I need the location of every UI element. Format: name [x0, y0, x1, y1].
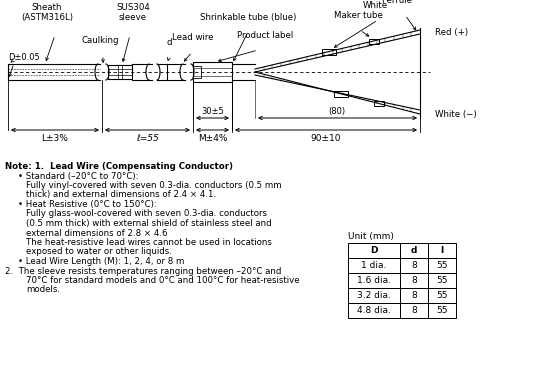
Text: 8: 8 — [411, 261, 417, 270]
Text: Lead wire: Lead wire — [172, 33, 214, 42]
Text: Note: 1.  Lead Wire (Compensating Conductor): Note: 1. Lead Wire (Compensating Conduct… — [5, 162, 233, 171]
Bar — [334, 91, 348, 97]
Text: White: White — [363, 1, 387, 10]
Text: White (−): White (−) — [435, 109, 477, 119]
Text: Product label: Product label — [237, 31, 293, 40]
Text: The heat-resistive lead wires cannot be used in locations: The heat-resistive lead wires cannot be … — [26, 238, 272, 247]
Text: 55: 55 — [436, 306, 448, 315]
Text: 8: 8 — [411, 276, 417, 285]
Text: (80): (80) — [328, 107, 345, 116]
Bar — [348, 258, 400, 273]
Bar — [322, 49, 336, 55]
Text: external dimensions of 2.8 × 4.6: external dimensions of 2.8 × 4.6 — [26, 228, 168, 238]
Text: Caulking: Caulking — [81, 36, 119, 45]
Text: 2.  The sleeve resists temperatures ranging between –20°C and: 2. The sleeve resists temperatures rangi… — [5, 266, 282, 276]
Text: 8: 8 — [411, 306, 417, 315]
Text: (0.5 mm thick) with external shield of stainless steel and: (0.5 mm thick) with external shield of s… — [26, 219, 272, 228]
Text: models.: models. — [26, 285, 60, 294]
Bar — [428, 303, 456, 318]
Bar — [400, 258, 428, 273]
Text: 30±5: 30±5 — [202, 107, 224, 116]
Text: • Standard (–20°C to 70°C):: • Standard (–20°C to 70°C): — [18, 171, 138, 180]
Text: M±4%: M±4% — [198, 134, 228, 143]
Text: 4.8 dia.: 4.8 dia. — [357, 306, 391, 315]
Text: 55: 55 — [436, 291, 448, 300]
Text: L±3%: L±3% — [41, 134, 68, 143]
Bar — [428, 288, 456, 303]
Bar — [108, 65, 132, 79]
Text: SUS304
sleeve: SUS304 sleeve — [116, 3, 150, 22]
Text: d: d — [166, 38, 172, 47]
Text: 90±10: 90±10 — [311, 134, 341, 143]
Text: d: d — [411, 246, 417, 255]
Text: 70°C for standard models and 0°C and 100°C for heat-resistive: 70°C for standard models and 0°C and 100… — [26, 276, 300, 285]
Text: l: l — [440, 246, 444, 255]
Bar — [428, 258, 456, 273]
Text: D±0.05: D±0.05 — [8, 52, 40, 62]
Text: thick) and external dimensions of 2.4 × 4.1.: thick) and external dimensions of 2.4 × … — [26, 190, 216, 200]
Bar — [400, 273, 428, 288]
Text: 1 dia.: 1 dia. — [361, 261, 387, 270]
Text: ℓ=55: ℓ=55 — [137, 134, 159, 143]
Text: Unit (mm): Unit (mm) — [348, 232, 394, 241]
Bar — [348, 303, 400, 318]
Bar — [400, 303, 428, 318]
Bar — [348, 273, 400, 288]
Bar — [428, 273, 456, 288]
Text: Ferrule *: Ferrule * — [381, 0, 419, 5]
Bar — [369, 39, 379, 44]
Text: 1.6 dia.: 1.6 dia. — [357, 276, 391, 285]
Bar — [374, 101, 383, 106]
Bar — [193, 66, 201, 78]
Text: • Heat Resistive (0°C to 150°C):: • Heat Resistive (0°C to 150°C): — [18, 200, 156, 209]
Bar — [348, 243, 400, 258]
Bar — [428, 243, 456, 258]
Text: Fully glass-wool-covered with seven 0.3-dia. conductors: Fully glass-wool-covered with seven 0.3-… — [26, 209, 267, 218]
Text: 3.2 dia.: 3.2 dia. — [357, 291, 391, 300]
Bar — [348, 288, 400, 303]
Text: Shrinkable tube (blue): Shrinkable tube (blue) — [200, 13, 296, 22]
Text: Fully vinyl-covered with seven 0.3-dia. conductors (0.5 mm: Fully vinyl-covered with seven 0.3-dia. … — [26, 181, 282, 190]
Text: Sheath
(ASTM316L): Sheath (ASTM316L) — [21, 3, 73, 22]
Bar — [193, 62, 232, 82]
Text: Red (+): Red (+) — [435, 27, 468, 36]
Text: 55: 55 — [436, 261, 448, 270]
Text: exposed to water or other liquids.: exposed to water or other liquids. — [26, 247, 172, 256]
Text: Maker tube: Maker tube — [333, 11, 382, 20]
Bar — [400, 288, 428, 303]
Bar — [400, 243, 428, 258]
Text: 55: 55 — [436, 276, 448, 285]
Text: D: D — [370, 246, 378, 255]
Text: 8: 8 — [411, 291, 417, 300]
Text: • Lead Wire Length (M): 1, 2, 4, or 8 m: • Lead Wire Length (M): 1, 2, 4, or 8 m — [18, 257, 185, 266]
